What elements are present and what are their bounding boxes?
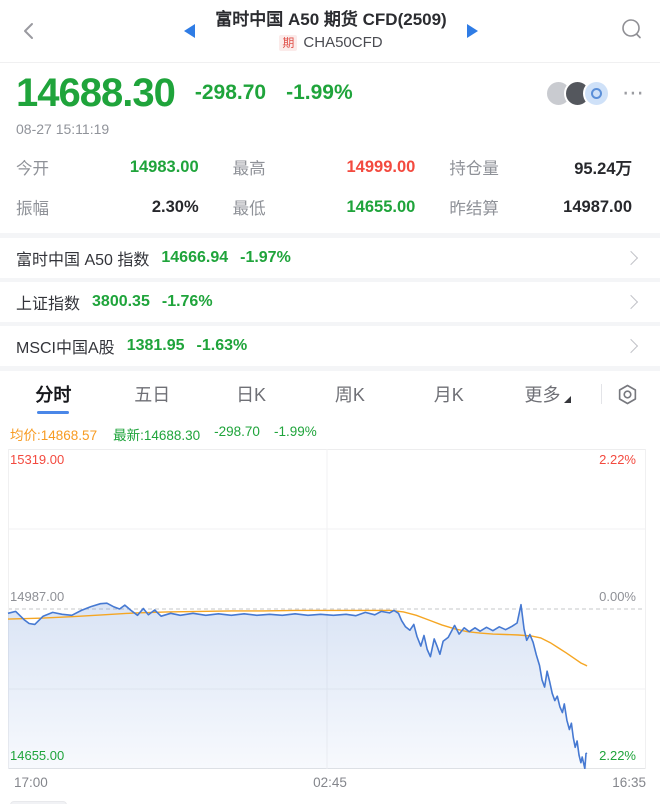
avg-price-legend: 均价:14868.57 (10, 428, 98, 443)
stats-grid: 今开 14983.00 最高 14999.00 持仓量 95.24万 振幅 2.… (0, 143, 660, 233)
time-axis: 17:00 02:45 16:35 (0, 769, 660, 795)
stat-low: 最低 14655.00 (232, 197, 416, 219)
pct-axis-max-label: 2.22% (599, 452, 636, 467)
price-area-fill (8, 603, 587, 769)
chevron-right-icon (623, 338, 639, 354)
price-change: -298.70 (194, 81, 267, 104)
chevron-right-icon (623, 294, 639, 310)
stat-prev-settlement: 昨结算 14987.00 (449, 197, 632, 219)
next-instrument-arrow-icon[interactable] (466, 24, 478, 38)
page-title: 富时中国 A50 期货 CFD(2509) (215, 9, 447, 29)
back-chevron-icon (24, 23, 33, 39)
search-icon (622, 18, 641, 38)
y-axis-min-label: 14655.00 (10, 748, 65, 763)
related-row-a50-index[interactable]: 富时中国 A50 指数 14666.94 -1.97% (0, 238, 660, 278)
avg-price-line (7, 609, 588, 667)
stat-high: 最高 14999.00 (232, 157, 416, 179)
volume-ratio-selector[interactable]: 量比 (10, 801, 68, 804)
y-axis-max-label: 15319.00 (10, 452, 65, 467)
stat-amplitude: 振幅 2.30% (16, 197, 199, 219)
section-separator (0, 366, 660, 371)
price-line (7, 602, 588, 769)
chart-legend: 均价:14868.57 最新:14688.30 -298.70 -1.99% (0, 417, 660, 449)
tab-weekly-k[interactable]: 周K (334, 385, 365, 405)
share-icons: ⋯ (545, 79, 644, 107)
time-axis-start: 17:00 (14, 774, 48, 790)
more-options-icon[interactable]: ⋯ (622, 80, 644, 105)
symbol-code: CHA50CFD (303, 34, 383, 52)
tab-intraday[interactable]: 分时 (4, 371, 103, 417)
header: 富时中国 A50 期货 CFD(2509) 期 CHA50CFD (0, 0, 660, 63)
price-change-pct: -1.99% (286, 81, 353, 104)
tab-more[interactable]: 更多 (498, 371, 597, 417)
related-index-list: 富时中国 A50 指数 14666.94 -1.97% 上证指数 3800.35… (0, 238, 660, 366)
chart-settings-button[interactable] (606, 371, 650, 417)
tab-monthly-k[interactable]: 月K (433, 385, 464, 405)
period-tabs: 分时 五日 日K 周K 月K 更多 (0, 371, 660, 417)
tab-daily-k[interactable]: 日K (236, 385, 267, 405)
share-icon-weibo[interactable] (583, 79, 610, 107)
related-row-msci-china-a[interactable]: MSCI中国A股 1381.95 -1.63% (0, 322, 660, 366)
dropdown-corner-icon (563, 396, 571, 403)
quote-timestamp: 08-27 15:11:19 (16, 121, 110, 137)
prev-instrument-arrow-icon[interactable] (184, 24, 196, 38)
pct-axis-min-label: 2.22% (599, 748, 636, 763)
tab-5day[interactable]: 五日 (134, 385, 171, 405)
time-axis-mid: 02:45 (313, 774, 347, 790)
quote-section: 14688.30 -298.70 -1.99% ⋯ 08-27 15:11:19 (0, 63, 660, 143)
intraday-chart[interactable]: 15319.00 2.22% 14987.00 0.00% 14655.00 2… (0, 449, 660, 769)
tab-divider (600, 384, 602, 404)
section-separator (0, 233, 660, 238)
gear-icon (619, 384, 637, 404)
title-block: 富时中国 A50 期货 CFD(2509) 期 CHA50CFD (215, 9, 447, 52)
chevron-right-icon (623, 250, 639, 266)
back-button[interactable] (16, 18, 42, 44)
y-axis-baseline-label: 14987.00 (10, 589, 65, 604)
pct-axis-zero-label: 0.00% (599, 589, 636, 604)
related-row-sse-index[interactable]: 上证指数 3800.35 -1.76% (0, 278, 660, 322)
indicator-bar: 量比 (0, 795, 660, 804)
futures-badge: 期 (279, 34, 298, 52)
search-button[interactable] (620, 17, 644, 46)
time-axis-end: 16:35 (612, 774, 646, 790)
stat-open-interest: 持仓量 95.24万 (449, 160, 632, 178)
chart-canvas (7, 449, 646, 769)
last-price: 14688.30 (16, 71, 176, 115)
stat-open: 今开 14983.00 (16, 157, 199, 179)
last-price-legend: 最新:14688.30 -298.70 -1.99% (113, 424, 317, 443)
